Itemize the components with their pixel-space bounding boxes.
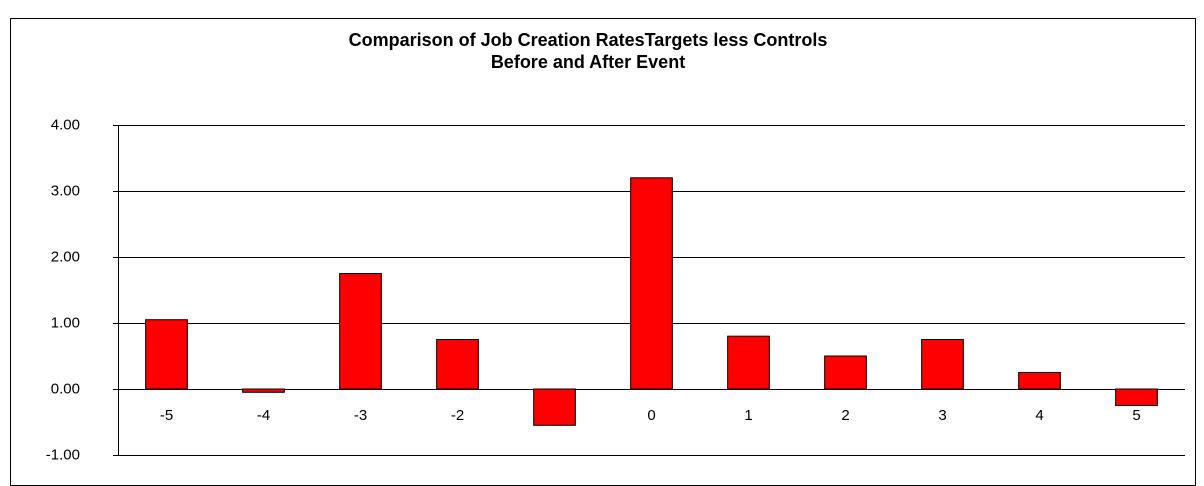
chart-frame <box>10 18 1196 486</box>
bar <box>533 388 576 426</box>
x-tick-label: 5 <box>1132 407 1140 424</box>
chart-title: Comparison of Job Creation RatesTargets … <box>349 30 828 50</box>
bar <box>630 177 673 390</box>
x-tick-label: 0 <box>647 407 655 424</box>
chart-subtitle: Before and After Event <box>491 52 685 72</box>
x-tick-label: 2 <box>841 407 849 424</box>
x-tick-label: 3 <box>938 407 946 424</box>
bar <box>145 319 188 390</box>
y-tick-label: 0.00 <box>51 380 80 397</box>
y-tick-label: 2.00 <box>51 248 80 265</box>
bar <box>921 339 964 390</box>
y-tick-label: 3.00 <box>51 182 80 199</box>
y-tick-label: 1.00 <box>51 314 80 331</box>
bar <box>1018 372 1061 390</box>
y-tick-label: 4.00 <box>51 116 80 133</box>
bar <box>727 335 770 390</box>
bar <box>824 355 867 390</box>
bar <box>436 339 479 390</box>
y-tick-label: -1.00 <box>46 446 80 463</box>
x-tick-label: -3 <box>354 407 367 424</box>
x-tick-label: -4 <box>257 407 270 424</box>
x-tick-label: 4 <box>1035 407 1043 424</box>
bar <box>1115 388 1158 406</box>
x-tick-label: -5 <box>160 407 173 424</box>
x-tick-label: -2 <box>451 407 464 424</box>
x-tick-label: 1 <box>744 407 752 424</box>
bar <box>242 388 285 393</box>
bar <box>339 273 382 390</box>
